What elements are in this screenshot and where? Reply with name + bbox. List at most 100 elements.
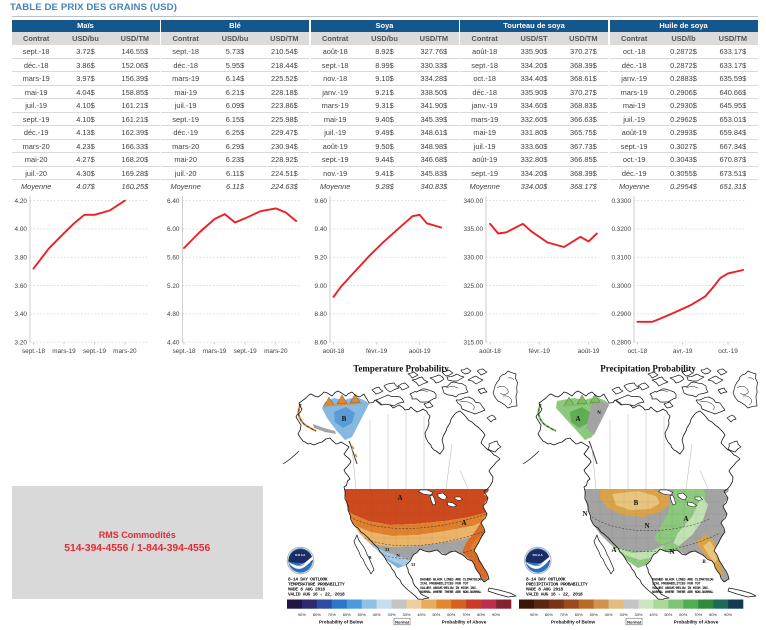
svg-text:40%: 40% [373, 612, 381, 617]
svg-text:70%: 70% [462, 612, 470, 617]
svg-text:NORMAL WHERE THERE ARE NON-NOR: NORMAL WHERE THERE ARE NON-NORMAL [652, 591, 713, 595]
svg-text:ICAL PROBABILITIES FOR TOT: ICAL PROBABILITIES FOR TOT [652, 583, 701, 587]
svg-text:0.3200: 0.3200 [611, 226, 631, 233]
svg-text:325.00: 325.00 [463, 283, 483, 290]
svg-text:sept.-18: sept.-18 [22, 348, 46, 355]
svg-text:févr.-19: févr.-19 [529, 348, 551, 355]
svg-text:80%: 80% [709, 612, 717, 617]
svg-text:B: B [342, 415, 347, 423]
svg-text:6.00: 6.00 [167, 226, 180, 233]
svg-text:33: 33 [411, 562, 416, 567]
svg-text:août-19: août-19 [409, 348, 431, 355]
svg-text:5.20: 5.20 [167, 283, 180, 290]
svg-text:8-14 DAY OUTLOOK: 8-14 DAY OUTLOOK [288, 577, 328, 583]
svg-text:Probability of Below: Probability of Below [319, 620, 364, 625]
svg-text:DASHED BLACK LINES ARE CLIMATO: DASHED BLACK LINES ARE CLIMATOLOG [420, 579, 481, 583]
svg-text:50%: 50% [432, 612, 440, 617]
svg-text:40%: 40% [649, 612, 657, 617]
svg-text:Normal: Normal [627, 619, 641, 624]
svg-text:90%: 90% [724, 612, 732, 617]
svg-text:A: A [611, 546, 616, 554]
svg-text:50%: 50% [590, 612, 598, 617]
svg-text:Normal: Normal [395, 619, 409, 624]
svg-text:VALUES ABOVE/BELOW IN HIGH INC: VALUES ABOVE/BELOW IN HIGH INC. [420, 586, 478, 591]
svg-text:VALID AUG 16 - 22, 2018: VALID AUG 16 - 22, 2018 [526, 592, 583, 598]
svg-text:ICAL PROBABILITIES FOR TOT: ICAL PROBABILITIES FOR TOT [420, 583, 469, 587]
svg-text:9.00: 9.00 [315, 283, 328, 290]
svg-text:A: A [683, 515, 688, 523]
svg-text:0.2800: 0.2800 [611, 339, 631, 346]
svg-text:70%: 70% [328, 612, 336, 617]
svg-text:90%: 90% [492, 612, 500, 617]
svg-text:août-18: août-18 [479, 348, 501, 355]
svg-text:A: A [461, 519, 466, 527]
svg-text:NOAA: NOAA [533, 553, 544, 557]
svg-text:90%: 90% [298, 612, 306, 617]
svg-text:DASHED BLACK LINES ARE CLIMATO: DASHED BLACK LINES ARE CLIMATOLOG [652, 579, 713, 583]
svg-text:N: N [644, 522, 649, 530]
svg-text:oct.-19: oct.-19 [718, 348, 738, 355]
svg-text:B: B [368, 555, 371, 560]
svg-text:4.40: 4.40 [167, 339, 180, 346]
svg-text:Temperature Probability: Temperature Probability [353, 364, 449, 374]
svg-text:B: B [702, 560, 706, 565]
svg-text:Probability of Above: Probability of Above [442, 620, 487, 625]
svg-text:335.00: 335.00 [463, 226, 483, 233]
svg-text:80%: 80% [545, 612, 553, 617]
svg-text:4.20: 4.20 [15, 198, 28, 205]
svg-text:330.00: 330.00 [463, 254, 483, 261]
svg-text:8.60: 8.60 [315, 339, 328, 346]
svg-text:PRECIPITATION PROBABILITY: PRECIPITATION PROBABILITY [526, 582, 588, 588]
svg-text:Precipitation Probability: Precipitation Probability [600, 364, 696, 374]
svg-text:NORMAL WHERE THERE ARE NON-NOR: NORMAL WHERE THERE ARE NON-NORMAL [420, 591, 481, 595]
svg-text:8.80: 8.80 [315, 311, 328, 318]
svg-text:4.80: 4.80 [167, 311, 180, 318]
svg-text:80%: 80% [313, 612, 321, 617]
svg-text:TEMPERATURE PROBABILITY: TEMPERATURE PROBABILITY [288, 582, 345, 588]
svg-text:sept.-18: sept.-18 [172, 348, 196, 355]
svg-text:A: A [575, 415, 580, 423]
svg-text:33%: 33% [634, 612, 642, 617]
svg-text:mars-20: mars-20 [113, 348, 137, 355]
svg-text:70%: 70% [560, 612, 568, 617]
svg-text:3.20: 3.20 [15, 339, 28, 346]
svg-text:70%: 70% [694, 612, 702, 617]
svg-text:6.40: 6.40 [167, 198, 180, 205]
svg-text:Probability of Below: Probability of Below [551, 620, 596, 625]
svg-text:MADE 8 AUG 2018: MADE 8 AUG 2018 [288, 587, 325, 593]
svg-text:0.3100: 0.3100 [611, 254, 631, 261]
svg-text:80%: 80% [477, 612, 485, 617]
svg-text:9.20: 9.20 [315, 254, 328, 261]
svg-text:août-19: août-19 [578, 348, 600, 355]
svg-text:sept.-19: sept.-19 [83, 348, 107, 355]
svg-text:90%: 90% [530, 612, 538, 617]
svg-text:févr.-19: févr.-19 [366, 348, 388, 355]
svg-text:40%: 40% [417, 612, 425, 617]
svg-text:3.60: 3.60 [15, 283, 28, 290]
svg-text:60%: 60% [343, 612, 351, 617]
svg-text:avr.-19: avr.-19 [673, 348, 693, 355]
svg-text:33%: 33% [402, 612, 410, 617]
svg-text:60%: 60% [679, 612, 687, 617]
svg-text:60%: 60% [447, 612, 455, 617]
svg-text:oct.-18: oct.-18 [628, 348, 648, 355]
svg-text:sept.-19: sept.-19 [234, 348, 258, 355]
svg-text:VALUES ABOVE/BELOW IN HIGH INC: VALUES ABOVE/BELOW IN HIGH INC. [652, 586, 710, 591]
svg-text:MADE 8 AUG 2018: MADE 8 AUG 2018 [526, 587, 563, 593]
svg-text:50%: 50% [358, 612, 366, 617]
svg-text:N: N [669, 548, 674, 556]
svg-text:mars-19: mars-19 [203, 348, 227, 355]
svg-text:Probability of Above: Probability of Above [674, 620, 719, 625]
svg-text:340.00: 340.00 [463, 198, 483, 205]
svg-text:B: B [634, 499, 639, 507]
svg-text:août-18: août-18 [323, 348, 345, 355]
svg-text:VALID AUG 16 - 22, 2018: VALID AUG 16 - 22, 2018 [288, 592, 345, 598]
svg-text:40%: 40% [605, 612, 613, 617]
svg-text:50%: 50% [664, 612, 672, 617]
svg-text:9.40: 9.40 [315, 226, 328, 233]
svg-text:33%: 33% [388, 612, 396, 617]
svg-text:5.60: 5.60 [167, 254, 180, 261]
svg-text:N: N [396, 553, 400, 558]
svg-text:33%: 33% [620, 612, 628, 617]
svg-text:A: A [397, 494, 402, 502]
